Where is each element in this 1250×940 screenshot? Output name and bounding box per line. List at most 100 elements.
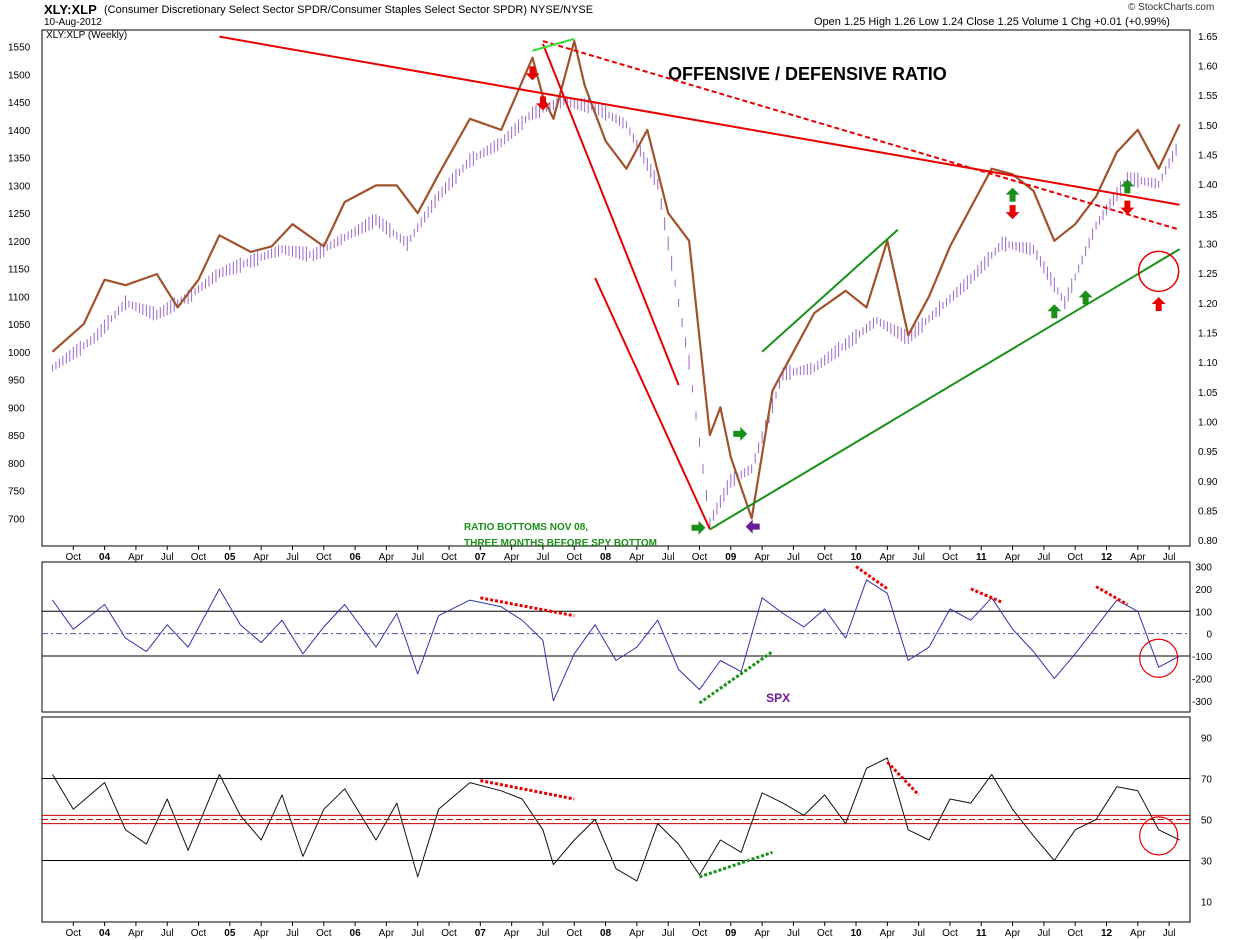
cci-divergence-line bbox=[480, 596, 575, 618]
right-tick-label: 0.80 bbox=[1198, 536, 1218, 547]
rsi-divergence-line bbox=[480, 779, 575, 801]
x-tick-label: 12 bbox=[1101, 928, 1113, 939]
x-tick-label: Apr bbox=[754, 928, 770, 939]
right-tick-label: 1.35 bbox=[1198, 210, 1218, 221]
left-tick-label: 1550 bbox=[8, 43, 31, 54]
right-tick-label: 1.45 bbox=[1198, 151, 1218, 162]
ratio-note-line-2: THREE MONTHS BEFORE SPY BOTTOM bbox=[464, 538, 657, 549]
x-tick-label: 10 bbox=[850, 552, 862, 563]
x-tick-label: Apr bbox=[629, 928, 645, 939]
x-tick-label: Apr bbox=[253, 928, 269, 939]
cci-tick-label: 200 bbox=[1195, 585, 1212, 596]
brand-watermark: © StockCharts.com bbox=[1128, 2, 1215, 13]
panel-frame-1 bbox=[41, 29, 1191, 547]
chart-description: (Consumer Discretionary Select Sector SP… bbox=[104, 4, 593, 16]
ratio-top-line bbox=[532, 37, 575, 52]
cci-divergence-line bbox=[1095, 585, 1129, 606]
x-tick-label: Oct bbox=[692, 552, 708, 563]
x-tick-label: Jul bbox=[161, 552, 174, 563]
x-tick-label: Jul bbox=[912, 552, 925, 563]
x-tick-label: 11 bbox=[976, 928, 987, 939]
x-tick-label: 08 bbox=[600, 928, 612, 939]
right-tick-label: 1.40 bbox=[1198, 180, 1218, 191]
x-tick-label: 09 bbox=[725, 928, 737, 939]
x-tick-label: Apr bbox=[253, 552, 269, 563]
cci-tick-label: -300 bbox=[1192, 697, 1212, 708]
x-tick-label: Apr bbox=[880, 552, 896, 563]
chart-date: 10-Aug-2012 bbox=[44, 17, 102, 28]
x-tick-label: 05 bbox=[224, 928, 236, 939]
rsi-tick-label: 70 bbox=[1201, 775, 1213, 786]
right-tick-label: 1.65 bbox=[1198, 32, 1218, 43]
rsi-tick-label: 10 bbox=[1201, 898, 1213, 909]
x-tick-label: Apr bbox=[629, 552, 645, 563]
chart-symbol: XLY:XLP bbox=[44, 2, 97, 17]
x-tick-label: 09 bbox=[725, 552, 737, 563]
buy-arrow bbox=[691, 520, 706, 535]
x-tick-label: Oct bbox=[942, 928, 958, 939]
x-tick-label: Apr bbox=[128, 552, 144, 563]
decline-trendline bbox=[542, 43, 680, 386]
ratio-note-line-1: RATIO BOTTOMS NOV 08, bbox=[464, 522, 588, 533]
x-tick-label: Oct bbox=[441, 928, 457, 939]
x-tick-label: Apr bbox=[128, 928, 144, 939]
x-tick-label: Oct bbox=[191, 552, 207, 563]
buy-arrow bbox=[1047, 304, 1062, 319]
cci-divergence-line bbox=[855, 565, 889, 591]
right-tick-label: 1.60 bbox=[1198, 62, 1218, 73]
x-tick-label: 04 bbox=[99, 928, 111, 939]
left-tick-label: 700 bbox=[8, 514, 25, 525]
right-tick-label: 1.25 bbox=[1198, 269, 1218, 280]
x-tick-label: 06 bbox=[350, 552, 362, 563]
chart-title: OFFENSIVE / DEFENSIVE RATIO bbox=[668, 64, 947, 84]
x-tick-label: 12 bbox=[1101, 552, 1113, 563]
right-tick-label: 1.20 bbox=[1198, 299, 1218, 310]
rsi-line bbox=[51, 757, 1180, 882]
x-tick-label: Apr bbox=[504, 928, 520, 939]
right-tick-label: 1.05 bbox=[1198, 388, 1218, 399]
right-tick-label: 1.15 bbox=[1198, 328, 1218, 339]
x-tick-label: Apr bbox=[504, 552, 520, 563]
exchange-text: NYSE/NYSE bbox=[530, 4, 594, 16]
left-tick-label: 1200 bbox=[8, 237, 31, 248]
x-tick-label: Jul bbox=[286, 552, 299, 563]
x-tick-label: Oct bbox=[441, 552, 457, 563]
right-tick-label: 1.00 bbox=[1198, 417, 1218, 428]
description-text: (Consumer Discretionary Select Sector SP… bbox=[104, 4, 528, 16]
left-tick-label: 1450 bbox=[8, 98, 31, 109]
panel-label: XLY:XLP (Weekly) bbox=[46, 30, 128, 41]
spx-annotation: SPX bbox=[766, 691, 790, 705]
x-tick-label: Jul bbox=[1163, 928, 1176, 939]
left-tick-label: 1050 bbox=[8, 320, 31, 331]
x-tick-label: Oct bbox=[942, 552, 958, 563]
left-tick-label: 1300 bbox=[8, 181, 31, 192]
x-tick-label: Oct bbox=[692, 928, 708, 939]
support-trendline bbox=[709, 248, 1181, 531]
right-tick-label: 0.85 bbox=[1198, 506, 1218, 517]
left-tick-label: 750 bbox=[8, 487, 25, 498]
x-tick-label: 06 bbox=[350, 928, 362, 939]
x-tick-label: Apr bbox=[1130, 552, 1146, 563]
buy-arrow bbox=[1005, 187, 1020, 202]
spx-line bbox=[51, 39, 1181, 520]
left-tick-label: 950 bbox=[8, 376, 25, 387]
rally-trendline bbox=[761, 228, 899, 353]
rsi-highlight-circle bbox=[1139, 816, 1179, 856]
left-tick-label: 1350 bbox=[8, 154, 31, 165]
x-tick-label: Oct bbox=[191, 928, 207, 939]
x-tick-label: Jul bbox=[537, 552, 550, 563]
x-tick-label: 05 bbox=[224, 552, 236, 563]
x-tick-label: Oct bbox=[316, 552, 332, 563]
cci-tick-label: -100 bbox=[1192, 652, 1212, 663]
rsi-divergence-line bbox=[886, 761, 920, 796]
left-tick-label: 1400 bbox=[8, 126, 31, 137]
x-tick-label: Apr bbox=[1005, 552, 1021, 563]
x-tick-label: 08 bbox=[600, 552, 612, 563]
x-tick-label: 11 bbox=[976, 552, 987, 563]
sell-arrow bbox=[1005, 205, 1020, 220]
x-tick-label: 07 bbox=[475, 552, 487, 563]
left-tick-label: 1150 bbox=[8, 265, 30, 276]
x-tick-label: Apr bbox=[379, 928, 395, 939]
left-tick-label: 1000 bbox=[8, 348, 31, 359]
